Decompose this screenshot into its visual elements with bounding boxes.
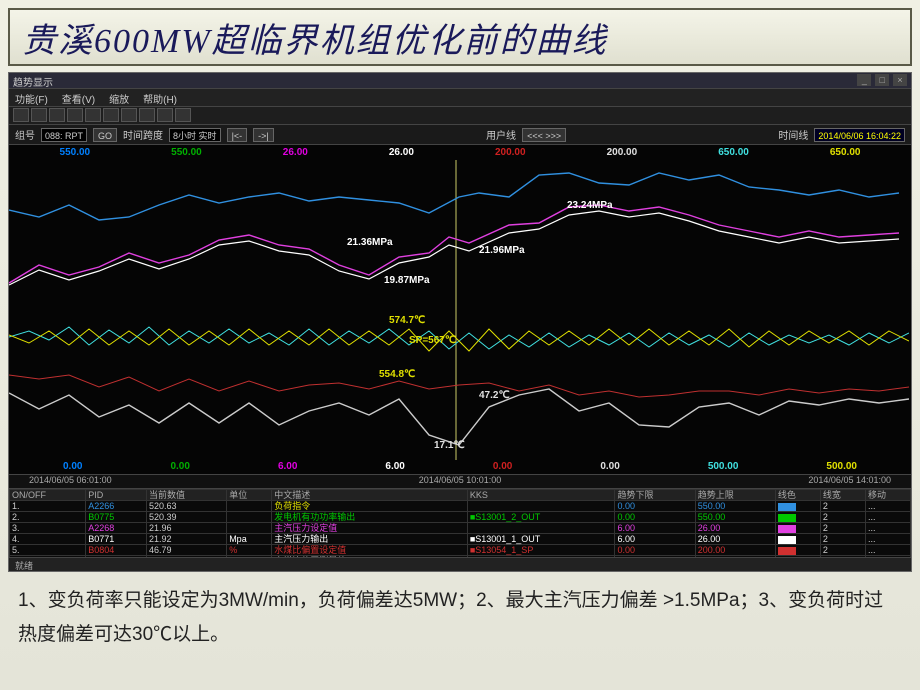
readout: 650.00 [830,147,861,158]
readout: 500.00 [826,461,857,472]
readout: 650.00 [718,147,749,158]
readout: 26.00 [389,147,414,158]
table-header: 单位 [227,490,272,501]
table-row[interactable]: 3.A226821.96主汽压力设定值6.0026.002... [10,523,911,534]
table-header: ON/OFF [10,490,86,501]
toolbar-btn-9[interactable] [157,108,173,122]
close-icon[interactable]: × [893,74,907,86]
readout: 26.00 [283,147,308,158]
bottom-readouts: 0.00 0.00 6.00 6.00 0.00 0.00 500.00 500.00 [9,461,911,472]
toolbar-btn-3[interactable] [49,108,65,122]
user-line-label: 用户线 [486,127,516,142]
toolbar [9,107,911,125]
table-header: 线宽 [820,490,865,501]
chart-annotation: 554.8℃ [379,369,415,380]
toolbar-btn-8[interactable] [139,108,155,122]
chart-annotation: 47.2℃ [479,390,510,401]
time-tick-2: 2014/06/05 14:01:00 [808,475,891,488]
table-row[interactable]: 4.B077121.92Mpa主汽压力输出■S13001_1_OUT6.0026… [10,534,911,545]
readout: 0.00 [170,461,189,472]
chart-annotation: 21.36MPa [347,237,393,248]
chart-area[interactable]: 550.00 550.00 26.00 26.00 200.00 200.00 650.00… [9,145,911,475]
time-tick-1: 2014/06/05 10:01:00 [419,475,502,488]
top-readouts: 550.00 550.00 26.00 26.00 200.00 200.00 650.00… [9,147,911,158]
chart-annotation: SP=567℃ [409,335,456,346]
menu-function[interactable]: 功能(F) [15,91,48,104]
readout: 0.00 [493,461,512,472]
readout: 200.00 [495,147,526,158]
timeline-value: 2014/06/06 16:04:22 [814,128,905,142]
readout: 550.00 [171,147,202,158]
table-header: PID [86,490,147,501]
menubar: 功能(F) 查看(V) 缩放 帮助(H) [9,89,911,107]
timeline-label: 时间线 [778,127,808,142]
toolbar-btn-7[interactable] [121,108,137,122]
group-label: 组号 [15,127,35,142]
readout: 500.00 [708,461,739,472]
timespan-select[interactable]: 8小时 实时 [169,128,221,142]
readout: 0.00 [63,461,82,472]
menu-zoom[interactable]: 缩放 [109,91,129,104]
table-header: 移动 [865,490,910,501]
toolbar-btn-1[interactable] [13,108,29,122]
chart-annotation: 23.24MPa [567,200,613,211]
app-title: 趋势显示 [13,74,53,87]
toolbar-btn-10[interactable] [175,108,191,122]
control-bar: 组号 088: RPT GO 时间跨度 8小时 实时 |<- ->| 用户线 <… [9,125,911,145]
table-header: 中文描述 [272,490,468,501]
slide-title: 贵溪600MW超临界机组优化前的曲线 [22,13,608,62]
user-nav[interactable]: <<< >>> [522,128,566,142]
readout: 6.00 [278,461,297,472]
slide: 贵溪600MW超临界机组优化前的曲线 趋势显示 _ □ × 功能(F) 查看(V… [0,0,920,690]
chart-annotation: 17.1℃ [434,440,465,451]
nav-next-button[interactable]: ->| [253,128,274,142]
trend-app-window: 趋势显示 _ □ × 功能(F) 查看(V) 缩放 帮助(H) [8,72,912,572]
table-header: 当前数值 [146,490,226,501]
chart-annotation: 19.87MPa [384,275,430,286]
table-header: KKS [467,490,615,501]
time-axis: 2014/06/05 06:01:00 2014/06/05 10:01:00 … [9,475,911,489]
slide-title-bar: 贵溪600MW超临界机组优化前的曲线 [8,8,912,66]
readout: 0.00 [600,461,619,472]
group-select[interactable]: 088: RPT [41,128,87,142]
table-row[interactable]: 5.B080446.79%水煤比偏置设定值■S13054_1_SP0.00200… [10,545,911,556]
table-row[interactable]: 2.B0775520.39发电机有功功率输出■S13001_2_OUT0.005… [10,512,911,523]
toolbar-btn-5[interactable] [85,108,101,122]
table-row[interactable]: 1.A2266520.63负荷指令0.00550.002... [10,501,911,512]
statusbar: 就绪 [9,557,911,571]
chart-annotation: 21.96MPa [479,245,525,256]
window-buttons[interactable]: _ □ × [856,74,907,87]
readout: 200.00 [607,147,638,158]
table-header-row: ON/OFFPID当前数值单位中文描述KKS趋势下限趋势上限线色线宽移动 [10,490,911,501]
table-header: 趋势下限 [615,490,695,501]
footer-notes: 1、变负荷率只能设定为3MW/min，负荷偏差达5MW；2、最大主汽压力偏差 >… [8,584,912,652]
nav-prev-button[interactable]: |<- [227,128,248,142]
readout: 6.00 [385,461,404,472]
toolbar-btn-2[interactable] [31,108,47,122]
app-titlebar: 趋势显示 _ □ × [9,73,911,89]
menu-view[interactable]: 查看(V) [62,91,95,104]
timespan-label: 时间跨度 [123,127,163,142]
toolbar-btn-4[interactable] [67,108,83,122]
trend-chart [9,145,909,475]
chart-annotation: 574.7℃ [389,315,425,326]
menu-help[interactable]: 帮助(H) [143,91,177,104]
maximize-icon[interactable]: □ [875,74,889,86]
table-header: 线色 [775,490,820,501]
toolbar-btn-6[interactable] [103,108,119,122]
go-button[interactable]: GO [93,128,117,142]
table-header: 趋势上限 [695,490,775,501]
readout: 550.00 [60,147,91,158]
time-tick-0: 2014/06/05 06:01:00 [29,475,112,488]
minimize-icon[interactable]: _ [857,74,871,86]
